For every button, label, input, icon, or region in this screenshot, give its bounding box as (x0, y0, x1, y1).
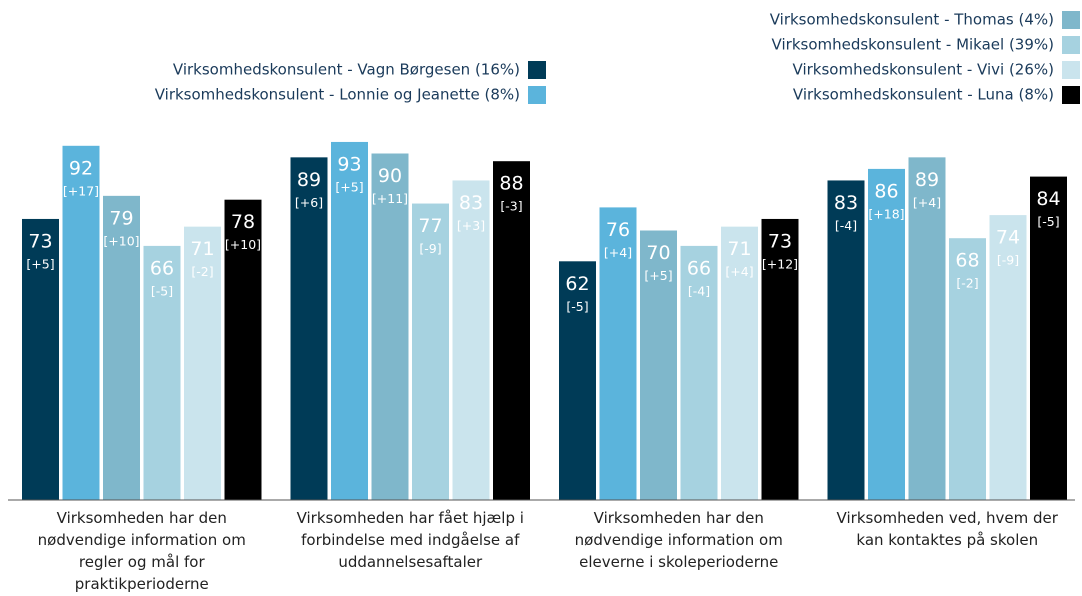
value-label: 66 (687, 257, 711, 279)
legend-swatch (528, 61, 546, 79)
bar (290, 157, 328, 500)
value-label: 78 (231, 211, 255, 233)
legend-label: Virksomhedskonsulent - Lonnie og Jeanett… (155, 86, 520, 104)
value-label: 89 (297, 169, 321, 191)
bar (371, 153, 409, 500)
legend-label: Virksomhedskonsulent - Vivi (26%) (793, 61, 1054, 79)
change-label: [-3] (500, 199, 522, 214)
value-label: 88 (499, 173, 523, 195)
change-label: [+5] (26, 256, 54, 271)
change-label: [+3] (457, 218, 485, 233)
value-label: 71 (190, 238, 214, 260)
bar (640, 230, 677, 500)
change-label: [+17] (63, 183, 99, 198)
value-label: 89 (915, 169, 939, 191)
value-label: 62 (565, 273, 589, 295)
change-label: [+5] (644, 268, 672, 283)
value-label: 74 (996, 227, 1020, 249)
bar (989, 215, 1027, 500)
value-label: 90 (378, 165, 402, 187)
bar (62, 145, 100, 501)
legend-swatch (528, 86, 546, 104)
change-label: [-9] (997, 253, 1019, 268)
value-label: 73 (28, 230, 52, 252)
legend-swatch (1062, 36, 1080, 54)
value-label: 84 (1036, 188, 1060, 210)
legend-swatch (1062, 86, 1080, 104)
bar (493, 161, 530, 500)
value-label: 79 (109, 207, 133, 229)
legend-label: Virksomhedskonsulent - Vagn Børgesen (16… (173, 61, 520, 79)
bar (559, 261, 596, 500)
change-label: [+4] (725, 264, 753, 279)
change-label: [-5] (566, 299, 588, 314)
value-label: 70 (646, 242, 670, 264)
change-label: [-4] (835, 218, 857, 233)
bar (827, 180, 865, 500)
value-label: 73 (768, 230, 792, 252)
change-label: [-9] (419, 241, 441, 256)
bar (143, 245, 181, 500)
bar (908, 157, 946, 500)
category-label: Virksomheden har den nødvendige informati… (575, 509, 783, 571)
value-label: 76 (606, 219, 630, 241)
bar (103, 195, 140, 500)
legend-label: Virksomhedskonsulent - Luna (8%) (793, 86, 1054, 104)
bar (599, 207, 637, 500)
bar (452, 180, 490, 500)
change-label: [+10] (225, 237, 261, 252)
value-label: 71 (727, 238, 751, 260)
change-label: [-5] (151, 283, 173, 298)
change-label: [+4] (604, 245, 632, 260)
bar (868, 168, 905, 500)
value-label: 66 (150, 257, 174, 279)
bar (680, 245, 718, 500)
change-label: [-2] (956, 276, 978, 291)
bar (949, 238, 986, 500)
change-label: [+4] (913, 195, 941, 210)
change-label: [-5] (1037, 214, 1059, 229)
category-label: Virksomheden har den nødvendige informati… (38, 509, 246, 593)
bar (331, 141, 368, 500)
legend-label: Virksomhedskonsulent - Mikael (39%) (772, 36, 1054, 54)
value-label: 86 (874, 180, 898, 202)
change-label: [+10] (103, 233, 139, 248)
bar (721, 226, 758, 500)
change-label: [+12] (762, 256, 798, 271)
value-label: 92 (69, 157, 93, 179)
bar (224, 199, 262, 500)
value-label: 77 (418, 215, 442, 237)
change-label: [+5] (335, 179, 363, 194)
bar (412, 203, 449, 501)
bar (1030, 176, 1067, 500)
legend-swatch (1062, 11, 1080, 29)
value-label: 83 (459, 192, 483, 214)
bar (22, 218, 59, 500)
change-label: [+6] (295, 195, 323, 210)
legend-label: Virksomhedskonsulent - Thomas (4%) (770, 11, 1054, 29)
value-label: 68 (955, 250, 979, 272)
legend-swatch (1062, 61, 1080, 79)
value-label: 93 (337, 153, 361, 175)
change-label: [+11] (372, 191, 408, 206)
value-label: 83 (834, 192, 858, 214)
change-label: [-4] (688, 283, 710, 298)
category-label: Virksomheden ved, hvem der kan kontaktes … (837, 509, 1059, 549)
change-label: [-2] (191, 264, 213, 279)
change-label: [+18] (868, 206, 904, 221)
bar (761, 218, 799, 500)
bar (184, 226, 221, 500)
category-label: Virksomheden har fået hjælp i forbindelse… (297, 509, 524, 571)
